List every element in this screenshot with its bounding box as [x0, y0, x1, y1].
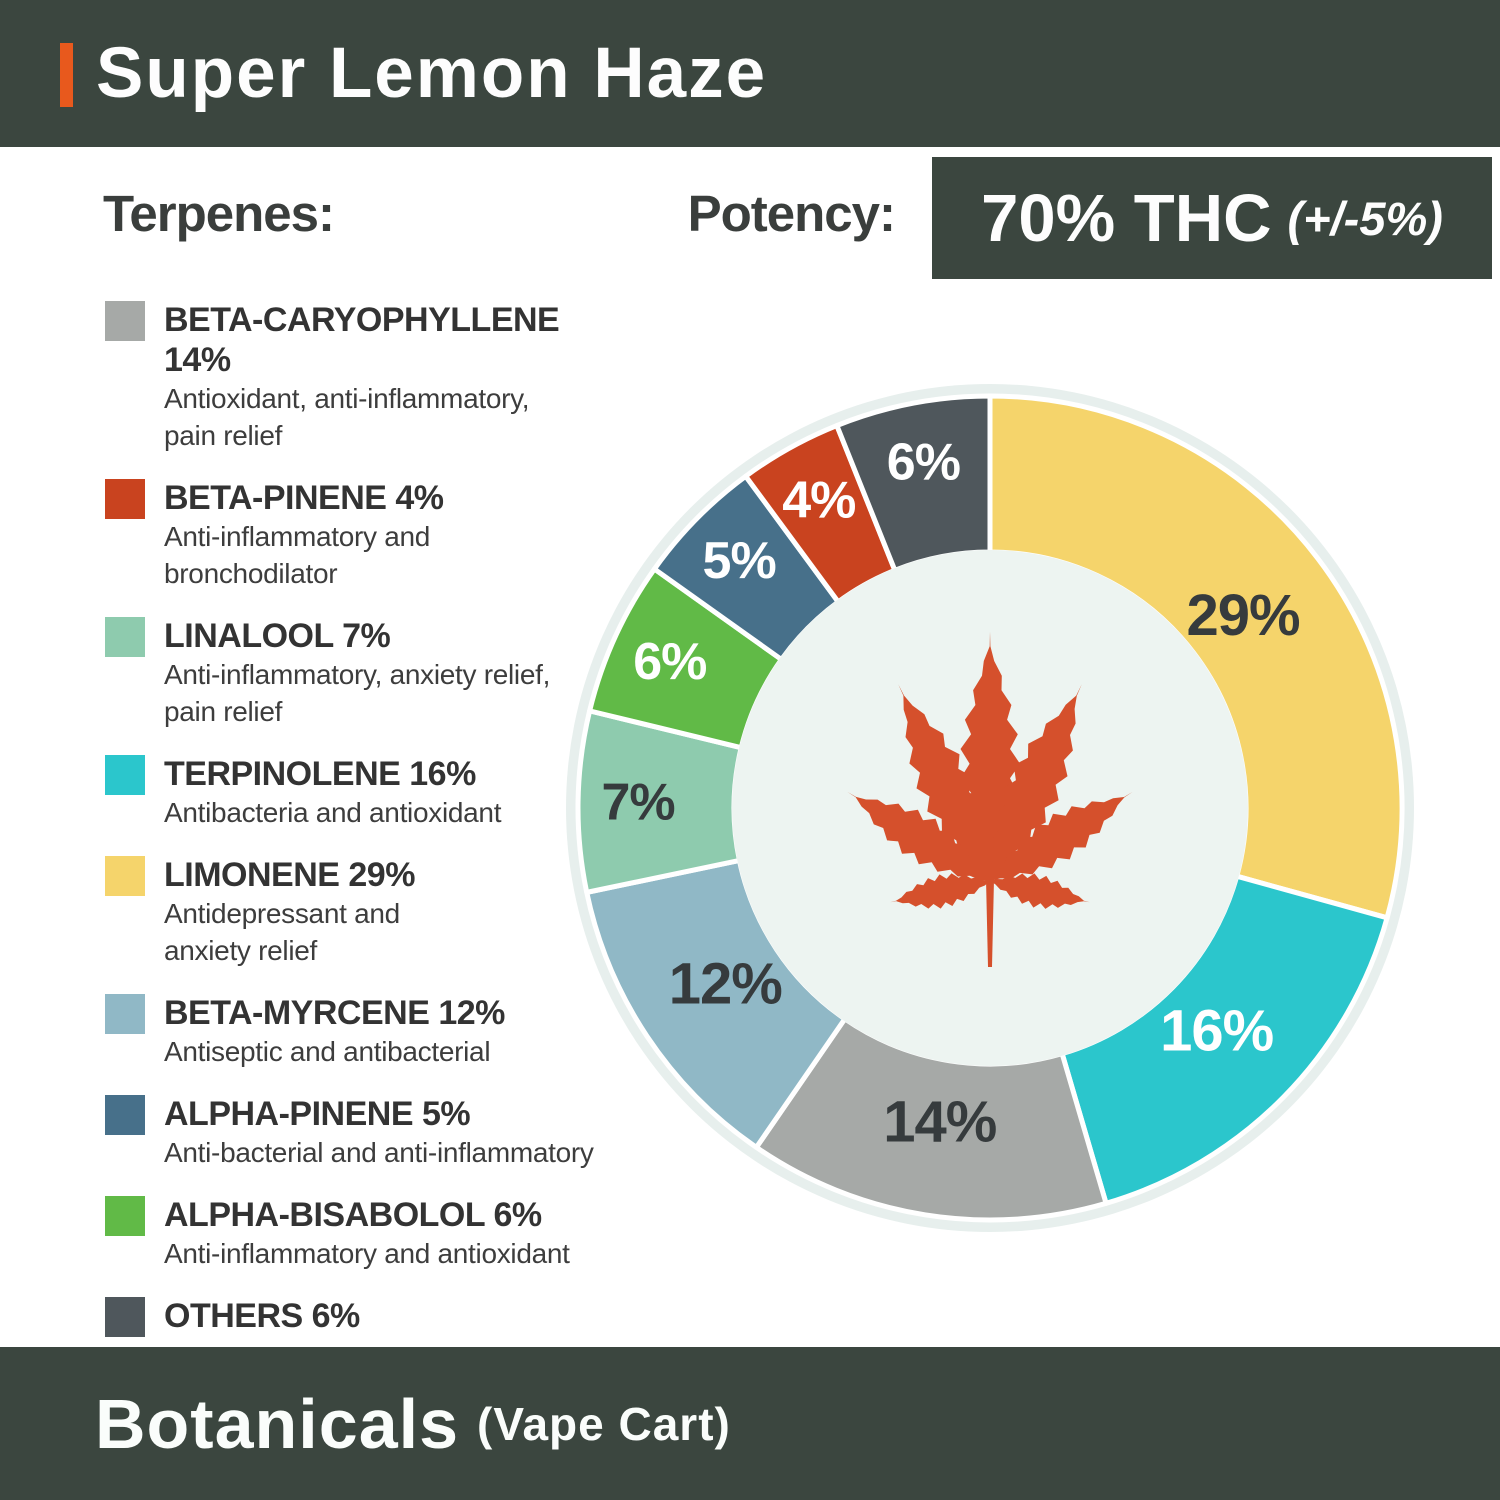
legend-description: Antibacteria and antioxidant	[164, 797, 502, 828]
header-bar: Super Lemon Haze	[0, 0, 1500, 147]
legend-swatch	[105, 301, 145, 341]
legend-swatch	[105, 994, 145, 1034]
legend-label: LIMONENE 29%	[164, 856, 415, 894]
legend-description: Antidepressant and anxiety relief	[164, 898, 400, 966]
legend-item: BETA-MYRCENE 12% Antiseptic and antibacte…	[105, 993, 610, 1070]
legend-description: Antiseptic and antibacterial	[164, 1036, 491, 1067]
legend-item: TERPINOLENE 16% Antibacteria and antioxid…	[105, 754, 610, 831]
legend-description: Anti-inflammatory and antioxidant	[164, 1238, 570, 1269]
donut-label-linalool: 7%	[601, 773, 674, 831]
legend-description: Anti-bacterial and anti-inflammatory	[164, 1137, 594, 1168]
legend-swatch	[105, 617, 145, 657]
legend-swatch	[105, 1095, 145, 1135]
accent-bar	[60, 43, 73, 107]
page-title: Super Lemon Haze	[96, 34, 768, 113]
donut-label-terpinolene: 16%	[1160, 999, 1274, 1064]
legend-item: OTHERS 6%	[105, 1296, 610, 1337]
legend-label: OTHERS 6%	[164, 1297, 360, 1335]
donut-label-beta-myrcene: 12%	[669, 952, 783, 1017]
legend-swatch	[105, 755, 145, 795]
potency-label: Potency:	[687, 185, 896, 242]
legend-label: BETA-MYRCENE 12%	[164, 994, 505, 1032]
legend-label: TERPINOLENE 16%	[164, 755, 476, 793]
terpenes-heading: Terpenes:	[103, 185, 335, 242]
chart-area: 29% 16% 14% 12% 7% 6% 5% 4% 6%	[555, 373, 1425, 1243]
brand-name: Botanicals	[95, 1384, 459, 1463]
potency-tolerance: (+/-5%)	[1287, 191, 1443, 245]
legend-label: LINALOOL 7%	[164, 617, 391, 655]
terpene-legend: BETA-CARYOPHYLLENE 14% Antioxidant, anti-…	[105, 300, 610, 1361]
footer-bar: Botanicals (Vape Cart)	[0, 1347, 1500, 1500]
legend-description: Anti-inflammatory and bronchodilator	[164, 521, 431, 589]
legend-item: LINALOOL 7% Anti-inflammatory, anxiety re…	[105, 616, 610, 730]
cannabis-leaf-icon	[839, 617, 1141, 967]
legend-item: ALPHA-PINENE 5% Anti-bacterial and anti-i…	[105, 1094, 610, 1171]
legend-swatch	[105, 856, 145, 896]
donut-label-beta-pinene: 4%	[782, 471, 855, 529]
legend-label: BETA-CARYOPHYLLENE 14%	[164, 301, 560, 379]
legend-item: BETA-CARYOPHYLLENE 14% Antioxidant, anti-…	[105, 300, 610, 454]
legend-description: Antioxidant, anti-inflammatory, pain rel…	[164, 383, 530, 451]
legend-swatch	[105, 1196, 145, 1236]
legend-description: Anti-inflammatory, anxiety relief, pain …	[164, 659, 551, 727]
legend-item: BETA-PINENE 4% Anti-inflammatory and bron…	[105, 478, 610, 592]
donut-chart: 29% 16% 14% 12% 7% 6% 5%4% 6%	[566, 384, 1414, 1232]
product-type: (Vape Cart)	[477, 1397, 731, 1450]
legend-label: ALPHA-BISABOLOL 6%	[164, 1196, 542, 1234]
legend-label: BETA-PINENE 4%	[164, 479, 444, 517]
potency-value: 70% THC	[981, 180, 1272, 256]
donut-label-others: 6%	[887, 433, 960, 491]
legend-item: ALPHA-BISABOLOL 6% Anti-inflammatory and …	[105, 1195, 610, 1272]
donut-label-limonene: 29%	[1187, 583, 1301, 648]
donut-label-beta-caryophyllene: 14%	[883, 1090, 997, 1155]
legend-label: ALPHA-PINENE 5%	[164, 1095, 471, 1133]
potency-box: 70% THC (+/-5%)	[932, 157, 1492, 279]
legend-swatch	[105, 1297, 145, 1337]
donut-label-alpha-pinene: 5%	[703, 532, 776, 590]
donut-label-alpha-bisabolol: 6%	[633, 633, 706, 691]
legend-swatch	[105, 479, 145, 519]
legend-item: LIMONENE 29% Antidepressant and anxiety r…	[105, 855, 610, 969]
